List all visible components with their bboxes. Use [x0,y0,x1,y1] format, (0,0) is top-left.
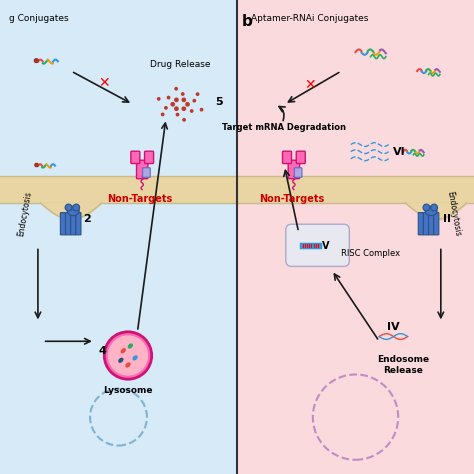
Circle shape [175,98,178,101]
Circle shape [193,100,195,102]
FancyBboxPatch shape [237,176,474,203]
Text: Endocytosis: Endocytosis [446,190,462,237]
Text: Aptamer-RNAi Conjugates: Aptamer-RNAi Conjugates [251,14,369,23]
Circle shape [176,113,179,116]
Text: 4: 4 [99,346,107,356]
FancyBboxPatch shape [418,212,423,235]
Ellipse shape [67,206,79,216]
FancyBboxPatch shape [0,176,237,203]
FancyBboxPatch shape [286,224,349,266]
Text: IV: IV [387,322,400,332]
Circle shape [157,98,160,100]
Text: Endocytosis: Endocytosis [17,190,33,237]
Ellipse shape [132,355,138,361]
FancyBboxPatch shape [296,151,305,164]
Circle shape [162,113,164,116]
Ellipse shape [128,343,133,349]
Ellipse shape [65,204,72,211]
Circle shape [175,88,177,90]
FancyBboxPatch shape [137,160,148,179]
Text: b: b [242,14,253,29]
FancyBboxPatch shape [65,212,71,235]
Text: VI: VI [393,146,406,157]
Text: Lysosome: Lysosome [103,386,153,395]
FancyBboxPatch shape [283,151,292,164]
Circle shape [35,164,38,167]
Ellipse shape [125,362,131,368]
FancyBboxPatch shape [434,212,439,235]
Text: 5: 5 [216,97,223,107]
Ellipse shape [118,357,124,363]
FancyBboxPatch shape [145,151,154,164]
Circle shape [104,332,152,379]
Circle shape [182,107,185,110]
Circle shape [108,336,148,375]
Text: g Conjugates: g Conjugates [9,14,69,23]
Bar [237,0,474,474]
FancyBboxPatch shape [60,212,65,235]
Circle shape [201,109,203,111]
Circle shape [165,107,167,109]
FancyBboxPatch shape [428,212,434,235]
FancyBboxPatch shape [294,168,302,177]
Text: 2: 2 [83,214,91,225]
FancyBboxPatch shape [131,151,140,164]
Circle shape [171,103,174,106]
Ellipse shape [423,204,430,211]
Text: Endosome
Release: Endosome Release [377,356,429,375]
Text: II: II [443,214,451,225]
Text: ✕: ✕ [305,78,316,92]
FancyBboxPatch shape [288,160,300,179]
Circle shape [175,107,178,110]
Circle shape [191,110,193,112]
Circle shape [167,96,170,99]
FancyBboxPatch shape [71,212,76,235]
Circle shape [34,59,38,63]
Circle shape [182,93,184,95]
Ellipse shape [120,348,126,354]
Circle shape [182,98,185,101]
Bar [0,0,237,474]
Text: Target mRNA Degradation: Target mRNA Degradation [222,123,346,132]
Circle shape [183,118,185,121]
Text: V: V [322,241,330,252]
Ellipse shape [425,206,437,216]
FancyBboxPatch shape [143,168,150,177]
Text: Drug Release: Drug Release [150,60,210,69]
Circle shape [196,93,199,95]
Text: ✕: ✕ [99,76,110,90]
FancyBboxPatch shape [76,212,81,235]
FancyBboxPatch shape [423,212,428,235]
Text: RISC Complex: RISC Complex [341,249,401,258]
Text: Non-Targets: Non-Targets [107,194,173,204]
Text: Non-Targets: Non-Targets [259,194,324,204]
Circle shape [186,103,189,106]
Ellipse shape [431,204,438,211]
Ellipse shape [73,204,80,211]
